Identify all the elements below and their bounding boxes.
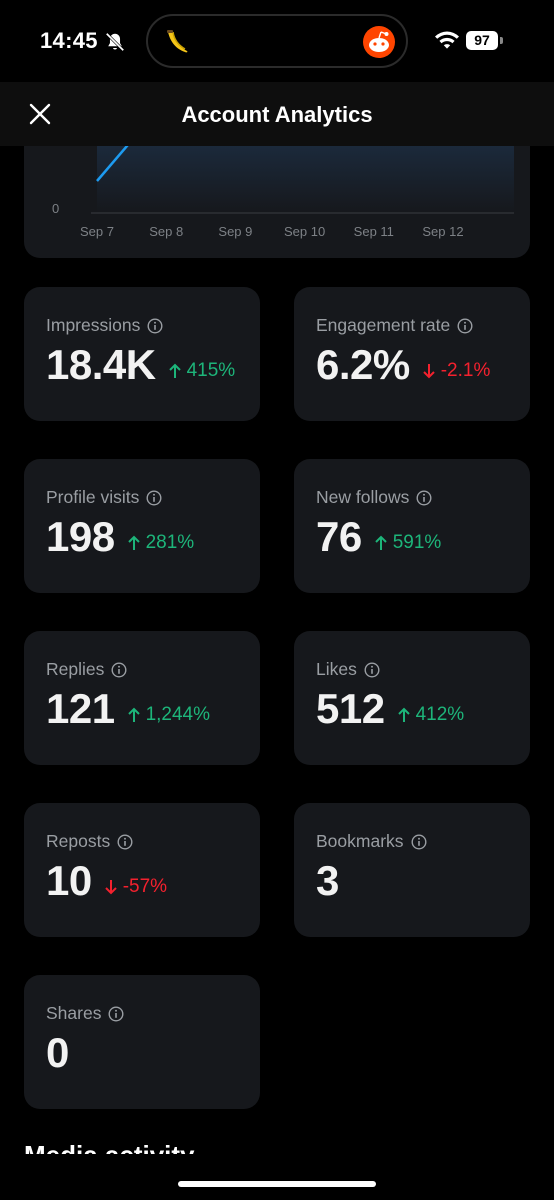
info-icon[interactable] [117, 833, 133, 850]
banana-icon [167, 30, 188, 53]
stat-label-text: Reposts [46, 831, 111, 851]
arrow-up-icon [397, 707, 410, 722]
bell-slash-icon [105, 32, 125, 52]
stat-label: Bookmarks [316, 831, 427, 852]
info-icon[interactable] [457, 317, 473, 334]
stat-change-value: -2.1% [440, 360, 491, 381]
stat-label-text: Impressions [46, 315, 141, 335]
arrow-up-icon [168, 363, 181, 378]
info-icon[interactable] [108, 1005, 124, 1022]
stat-card-impressions[interactable]: Impressions 18.4K 415% [24, 287, 260, 421]
status-time: 14:45 [40, 28, 98, 53]
stat-change: 412% [397, 704, 465, 726]
stat-row: 10 -57% [46, 857, 167, 905]
stat-change-value: 281% [145, 532, 195, 553]
stat-value: 10 [46, 857, 92, 904]
close-icon[interactable] [26, 100, 54, 128]
stat-card-new-follows[interactable]: New follows 76 591% [294, 459, 530, 593]
stat-value: 512 [316, 685, 385, 732]
page-title: Account Analytics [181, 102, 373, 127]
stat-row: 6.2% -2.1% [316, 341, 490, 389]
info-icon[interactable] [416, 489, 432, 506]
stat-label: Engagement rate [316, 315, 473, 336]
stat-label: New follows [316, 487, 432, 508]
stat-card-engagement-rate[interactable]: Engagement rate 6.2% -2.1% [294, 287, 530, 421]
info-icon[interactable] [411, 833, 427, 850]
stat-change-value: 415% [186, 360, 236, 381]
stat-change: 415% [168, 360, 236, 382]
stat-label: Reposts [46, 831, 133, 852]
stat-row: 3 [316, 857, 339, 905]
stat-value: 121 [46, 685, 115, 732]
stat-card-replies[interactable]: Replies 121 1,244% [24, 631, 260, 765]
arrow-up-icon [127, 707, 140, 722]
stat-value: 6.2% [316, 341, 410, 388]
arrow-up-icon [127, 535, 140, 550]
stat-label-text: Profile visits [46, 487, 140, 507]
stat-card-bookmarks[interactable]: Bookmarks 3 [294, 803, 530, 937]
info-icon[interactable] [146, 489, 162, 506]
stat-label: Profile visits [46, 487, 162, 508]
info-icon[interactable] [111, 661, 127, 678]
stat-label-text: New follows [316, 487, 410, 507]
arrow-down-icon [105, 880, 117, 895]
stat-label-text: Likes [316, 659, 357, 679]
chart-x-tick-label: Sep 11 [354, 224, 394, 239]
stat-row: 198 281% [46, 513, 194, 561]
stat-value: 3 [316, 857, 339, 904]
stat-change: 591% [374, 532, 442, 554]
info-icon[interactable] [147, 317, 163, 334]
stat-card-shares[interactable]: Shares 0 [24, 975, 260, 1109]
battery-icon: 97 [466, 31, 498, 50]
wifi-icon [435, 31, 459, 49]
stat-row: 76 591% [316, 513, 441, 561]
stat-label: Impressions [46, 315, 163, 336]
chart-x-tick-label: Sep 7 [80, 224, 114, 239]
stat-label: Shares [46, 1003, 124, 1024]
header-bar: Account Analytics [0, 82, 554, 146]
arrow-down-icon [423, 364, 435, 379]
arrow-up-icon [375, 535, 387, 550]
chart-x-tick-label: Sep 12 [422, 224, 463, 239]
stat-row: 18.4K 415% [46, 341, 235, 389]
stat-change-value: 1,244% [145, 704, 211, 725]
dynamic-island [146, 14, 408, 68]
stat-row: 512 412% [316, 685, 464, 733]
chart-series-line [96, 138, 134, 182]
stat-label-text: Replies [46, 659, 105, 679]
chart-y-tick-label: 0 [52, 201, 59, 216]
reddit-icon [363, 26, 395, 58]
chart-x-tick-label: Sep 8 [149, 224, 183, 239]
home-indicator[interactable] [178, 1181, 376, 1187]
stat-change: -57% [104, 876, 167, 898]
stat-change-value: 412% [415, 704, 465, 725]
stat-card-likes[interactable]: Likes 512 412% [294, 631, 530, 765]
chart-x-tick-label: Sep 10 [284, 224, 325, 239]
stat-value: 18.4K [46, 341, 156, 388]
stat-row: 0 [46, 1029, 69, 1077]
stat-label-text: Shares [46, 1003, 102, 1023]
stat-label: Likes [316, 659, 380, 680]
stat-card-profile-visits[interactable]: Profile visits 198 281% [24, 459, 260, 593]
status-bar: 14:45 97 [0, 0, 554, 82]
stat-card-reposts[interactable]: Reposts 10 -57% [24, 803, 260, 937]
stat-change-value: 591% [392, 532, 442, 553]
section-heading: Media activity [24, 1142, 195, 1154]
battery-cap [500, 37, 503, 44]
info-icon[interactable] [364, 661, 380, 678]
chart-x-tick-label: Sep 9 [218, 224, 252, 239]
stat-row: 121 1,244% [46, 685, 210, 733]
stat-change-value: -57% [122, 876, 168, 897]
stat-value: 76 [316, 513, 362, 560]
stat-change: 281% [127, 532, 195, 554]
stat-label: Replies [46, 659, 127, 680]
stat-value: 0 [46, 1029, 69, 1076]
stat-value: 198 [46, 513, 115, 560]
stat-change: -2.1% [422, 360, 491, 382]
stat-label-text: Bookmarks [316, 831, 404, 851]
stat-label-text: Engagement rate [316, 315, 451, 335]
stat-change: 1,244% [127, 704, 210, 726]
